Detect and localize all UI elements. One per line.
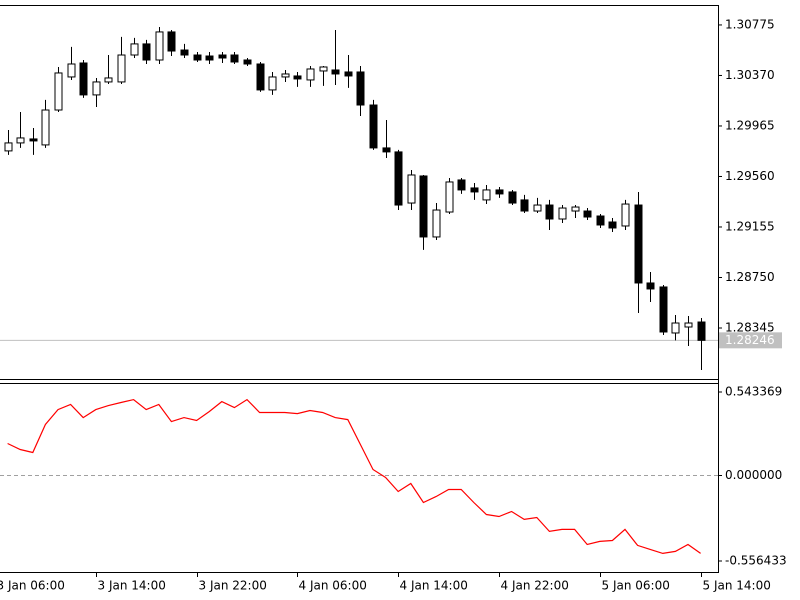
candle-body <box>432 209 441 238</box>
y-tick-label: 1.28345 <box>725 320 775 334</box>
candle-body <box>634 204 643 284</box>
candle-body <box>495 189 504 195</box>
x-tick-label: 5 Jan 06:00 <box>602 579 670 593</box>
y-tick-label: -0.556433 <box>725 554 787 568</box>
candle-body <box>167 31 176 52</box>
candle-body <box>130 43 139 56</box>
candle-body <box>583 210 592 218</box>
candle-body <box>104 77 113 83</box>
candle-body <box>281 73 290 78</box>
candle-body <box>4 142 13 152</box>
candle-body <box>205 55 214 61</box>
candle-body <box>621 203 630 227</box>
candle-body <box>155 31 164 61</box>
candle-body <box>117 54 126 83</box>
candle-body <box>457 179 466 191</box>
candle-body <box>558 207 567 220</box>
current-price-box <box>719 332 782 349</box>
candle-body <box>445 181 454 213</box>
x-tick-label: 3 Jan 14:00 <box>98 579 166 593</box>
candle-body <box>230 54 239 63</box>
candle-body <box>193 54 202 61</box>
candle-body <box>470 187 479 193</box>
candle-body <box>29 138 38 142</box>
x-tick-label: 5 Jan 14:00 <box>703 579 771 593</box>
x-tick-label: 4 Jan 14:00 <box>400 579 468 593</box>
candle-body <box>596 215 605 226</box>
candle-body <box>382 147 391 153</box>
candle-body <box>419 175 428 238</box>
candle-body <box>659 286 668 333</box>
candle-body <box>256 63 265 91</box>
candle-body <box>54 72 63 111</box>
x-tick-label: 3 Jan 22:00 <box>199 579 267 593</box>
candle-body <box>16 137 25 144</box>
candle-body <box>407 174 416 204</box>
candle-body <box>142 43 151 61</box>
candle-body <box>79 62 88 96</box>
y-tick-label: 1.29560 <box>725 169 775 183</box>
candle-body <box>684 322 693 328</box>
candle-body <box>646 282 655 290</box>
candle-body <box>671 322 680 334</box>
y-tick-label: 1.29965 <box>725 118 775 132</box>
candle-body <box>41 109 50 146</box>
candle-body <box>243 59 252 65</box>
candle-body <box>67 63 76 78</box>
candle-body <box>697 321 706 341</box>
y-tick-label: 0.000000 <box>725 468 782 482</box>
y-tick-label: 1.28750 <box>725 270 775 284</box>
candle-body <box>268 76 277 91</box>
candle-body <box>394 151 403 206</box>
x-tick-label: 4 Jan 22:00 <box>501 579 569 593</box>
current-price-label: 1.28246 <box>725 333 775 347</box>
x-tick-label: 4 Jan 06:00 <box>299 579 367 593</box>
candle-body <box>520 199 529 212</box>
y-tick-label: 1.29155 <box>725 219 775 233</box>
candle-body <box>369 104 378 149</box>
indicator-line <box>7 398 701 555</box>
candle-body <box>508 191 517 204</box>
candle-body <box>331 69 340 75</box>
candle-body <box>482 189 491 201</box>
y-tick-label: 0.543369 <box>725 385 782 399</box>
candle-body <box>545 204 554 220</box>
candle-body <box>533 204 542 212</box>
candle-body <box>180 49 189 56</box>
candle-body <box>356 71 365 106</box>
candle-body <box>344 71 353 77</box>
y-tick-label: 1.30370 <box>725 68 775 82</box>
candle-body <box>306 68 315 81</box>
y-tick-label: 1.30775 <box>725 17 775 31</box>
x-tick-label: 3 Jan 06:00 <box>0 579 65 593</box>
candle-body <box>319 66 328 72</box>
candle-body <box>218 54 227 59</box>
candle-body <box>92 81 101 96</box>
candle-body <box>571 206 580 212</box>
candle-body <box>293 75 302 80</box>
candle-body <box>608 221 617 229</box>
